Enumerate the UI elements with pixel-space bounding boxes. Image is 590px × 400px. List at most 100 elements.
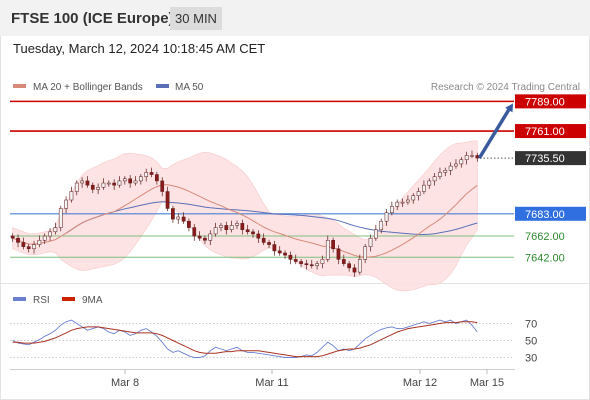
candle [16, 234, 20, 248]
candle [192, 223, 197, 241]
candle-body-down [16, 237, 20, 243]
candle [149, 167, 154, 178]
x-tick-label: Mar 8 [111, 377, 139, 389]
candle [42, 233, 47, 245]
candle [400, 198, 405, 207]
pivot-tag-bg [515, 206, 586, 221]
candle [80, 177, 84, 188]
candle [90, 182, 95, 194]
candle [432, 172, 437, 186]
candle [48, 228, 52, 241]
candle-body-up [363, 246, 368, 260]
moving-averages-layer [12, 184, 478, 258]
candle-body-up [64, 199, 68, 209]
candle [261, 233, 266, 246]
candle-body-down [256, 233, 261, 239]
candle-body-up [390, 206, 394, 213]
candle-body-up [213, 227, 218, 235]
candle [267, 239, 271, 249]
resistance-tag: 7761.00 [515, 124, 586, 139]
candle-body-up [229, 225, 234, 230]
candle-body-down [181, 216, 186, 222]
candle-body-up [58, 208, 63, 228]
candle [368, 234, 373, 252]
candle-body-down [288, 254, 293, 260]
candle [171, 205, 175, 223]
candle [229, 220, 234, 233]
candle-body-up [117, 180, 122, 186]
candle [21, 237, 26, 250]
candle-body-up [454, 163, 458, 167]
candle [347, 260, 351, 272]
candle [363, 244, 368, 264]
candle [416, 187, 421, 201]
candle [352, 264, 357, 277]
candle-body-down [277, 250, 282, 254]
research-credit: Research © 2024 Trading Central [431, 82, 580, 93]
candle-body-up [101, 182, 106, 188]
candle [299, 258, 303, 268]
candle [406, 195, 410, 205]
candle-body-up [133, 180, 138, 184]
candle [309, 259, 314, 269]
candle-body-up [357, 259, 362, 273]
candle-body-up [432, 176, 437, 182]
candle [96, 183, 100, 195]
candle-body-down [309, 264, 314, 267]
candle [53, 222, 58, 235]
candle [122, 176, 127, 185]
candle-body-down [272, 244, 277, 252]
current-price-tag-bg [515, 151, 586, 166]
candle-body-up [464, 155, 469, 160]
candle-body-up [411, 195, 416, 201]
candle [176, 213, 181, 224]
candle-body-down [261, 237, 266, 243]
candle-body-up [416, 191, 421, 197]
candle-body-down [293, 259, 298, 262]
candle [10, 233, 15, 242]
current-price-tag: 7735.50 [515, 151, 586, 166]
candle [160, 177, 165, 197]
candle-body-up [219, 225, 223, 228]
candle-body-up [69, 191, 74, 201]
candle-body-up [208, 233, 213, 241]
candle [58, 205, 63, 232]
candle-body-up [80, 180, 84, 184]
candle [443, 167, 448, 177]
candle-body-up [395, 201, 400, 207]
candle [448, 162, 453, 176]
candle-body-down [336, 248, 341, 260]
candle [438, 167, 442, 180]
ma50-legend-label: MA 50 [175, 82, 204, 93]
candle-body-up [139, 176, 143, 182]
price-levels-layer [10, 100, 514, 258]
candle [427, 178, 432, 189]
rsi-level-label: 30 [525, 353, 537, 365]
candle-body-up [315, 263, 319, 267]
candle [283, 250, 287, 259]
resistance-tag: 7789.00 [515, 94, 586, 109]
candle-body-down [341, 259, 346, 264]
candle-body-up [438, 172, 442, 177]
pivot-tag: 7683.00 [515, 206, 586, 221]
candle-body-up [384, 212, 389, 222]
rsi-level-label: 50 [525, 336, 537, 348]
resistance-tag-bg [515, 94, 586, 109]
candle-body-up [470, 155, 474, 157]
candle [245, 224, 250, 235]
candle-body-down [197, 235, 202, 239]
candle-body-up [53, 227, 58, 233]
candle-body-up [422, 184, 426, 192]
candle [331, 237, 335, 253]
rsi-legend-swatch [13, 297, 26, 301]
candle-body-up [122, 178, 127, 182]
rsi-ma-legend-label: 9MA [82, 295, 103, 306]
rsi-panel: 70 50 30 [10, 319, 537, 365]
candle [155, 171, 159, 185]
candle [133, 176, 138, 186]
timeframe-badge[interactable]: 30 MIN [170, 7, 222, 30]
candle-body-down [187, 220, 191, 228]
x-tick-label: Mar 12 [403, 377, 437, 389]
resistance-tag-bg [515, 124, 586, 139]
